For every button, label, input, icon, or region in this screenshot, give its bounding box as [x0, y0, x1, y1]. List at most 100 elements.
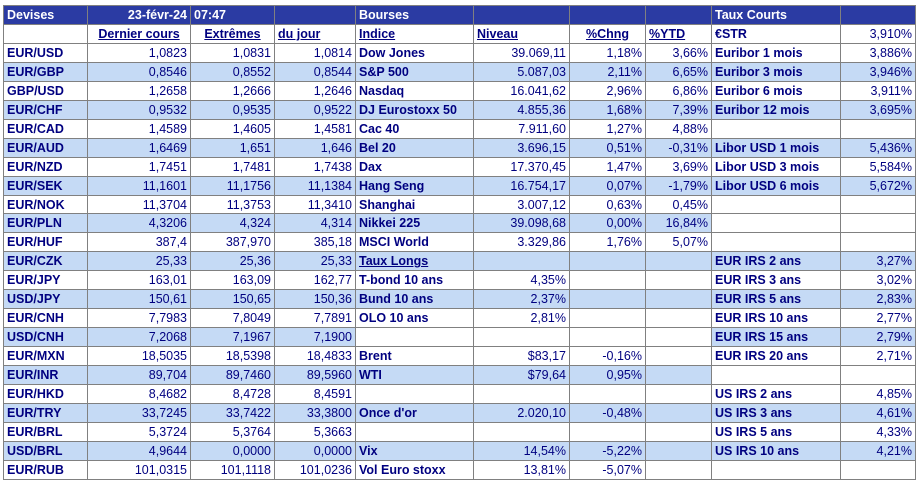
high: 5,3764	[190, 421, 275, 442]
index-ytd: 0,45%	[645, 194, 712, 215]
rate-value: 2,83%	[840, 289, 916, 310]
low: 18,4833	[274, 346, 356, 367]
rate-name: Euribor 1 mois	[711, 42, 841, 63]
pair: EUR/AUD	[3, 137, 88, 158]
index-name: MSCI World	[355, 232, 474, 253]
rate-value	[840, 459, 916, 481]
table-row: EUR/RUB 101,0315 101,1118 101,0236 Vol Euro …	[3, 459, 916, 481]
pair: USD/CNH	[3, 327, 88, 348]
low: 11,3410	[274, 194, 356, 215]
table-row: EUR/CHF 0,9532 0,9535 0,9522 DJ Eurostoxx 50…	[3, 99, 916, 120]
high: 387,970	[190, 232, 275, 253]
rate-name: EUR IRS 20 ans	[711, 346, 841, 367]
index-ytd	[645, 440, 712, 461]
column-header-empty	[3, 23, 88, 44]
low: 25,33	[274, 251, 356, 272]
rate-name	[711, 232, 841, 253]
high: 0,9535	[190, 99, 275, 120]
index-change: 1,27%	[569, 118, 646, 139]
high: 33,7422	[190, 403, 275, 423]
index-level: 7.911,60	[473, 118, 570, 139]
low: 5,3663	[274, 421, 356, 442]
bourses-header: Bourses	[355, 5, 474, 25]
header-empty	[473, 5, 570, 25]
last-price: 25,33	[87, 251, 191, 272]
pair: EUR/TRY	[3, 403, 88, 423]
rate-name: EUR IRS 2 ans	[711, 251, 841, 272]
header-empty	[569, 5, 646, 25]
index-level: 39.098,68	[473, 213, 570, 234]
rate-name	[711, 459, 841, 481]
high: 18,5398	[190, 346, 275, 367]
low: 0,8544	[274, 61, 356, 82]
pair: EUR/HUF	[3, 232, 88, 253]
col-chng: %Chng	[569, 23, 646, 44]
low: 385,18	[274, 232, 356, 253]
high: 89,7460	[190, 365, 275, 386]
last-price: 11,3704	[87, 194, 191, 215]
index-name	[355, 327, 474, 348]
time-cell: 07:47	[190, 5, 275, 25]
index-level: 14,54%	[473, 440, 570, 461]
high: 7,8049	[190, 308, 275, 329]
last-price: 89,704	[87, 365, 191, 386]
index-ytd: 3,66%	[645, 42, 712, 63]
index-level: 3.007,12	[473, 194, 570, 215]
market-rates-table: Devises 23-févr-24 07:47 Bourses Taux Co…	[3, 5, 916, 481]
index-name	[355, 421, 474, 442]
last-price: 4,3206	[87, 213, 191, 234]
index-change: -5,07%	[569, 459, 646, 481]
index-name: Cac 40	[355, 118, 474, 139]
index-ytd	[645, 459, 712, 481]
col-dernier-cours: Dernier cours	[87, 23, 191, 44]
low: 1,2646	[274, 80, 356, 101]
table-row: EUR/SEK 11,1601 11,1756 11,1384 Hang Seng 16.…	[3, 175, 916, 196]
index-ytd	[645, 384, 712, 405]
table-row: EUR/CAD 1,4589 1,4605 1,4581 Cac 40 7.911,60 1…	[3, 118, 916, 139]
low: 1,7438	[274, 156, 356, 177]
pair: EUR/CNH	[3, 308, 88, 329]
index-name: DJ Eurostoxx 50	[355, 99, 474, 120]
rate-value: 3,02%	[840, 270, 916, 291]
rate-value: 3,946%	[840, 61, 916, 82]
rate-value: 4,61%	[840, 403, 916, 423]
rate-value: 4,33%	[840, 421, 916, 442]
last-price: 11,1601	[87, 175, 191, 196]
estr-label: €STR	[711, 23, 841, 44]
low: 150,36	[274, 289, 356, 310]
high: 1,7481	[190, 156, 275, 177]
low: 4,314	[274, 213, 356, 234]
index-change	[569, 327, 646, 348]
date-cell: 23-févr-24	[87, 5, 191, 25]
rate-name: EUR IRS 3 ans	[711, 270, 841, 291]
rate-name: EUR IRS 10 ans	[711, 308, 841, 329]
rate-value: 3,695%	[840, 99, 916, 120]
header-empty	[645, 5, 712, 25]
table-row: EUR/GBP 0,8546 0,8552 0,8544 S&P 500 5.087,03…	[3, 61, 916, 82]
index-name: Dax	[355, 156, 474, 177]
table-row: EUR/TRY 33,7245 33,7422 33,3800 Once d'or 2.0…	[3, 403, 916, 423]
index-level: 5.087,03	[473, 61, 570, 82]
index-name: Nasdaq	[355, 80, 474, 101]
col-du-jour: du jour	[274, 23, 356, 44]
rate-name: US IRS 5 ans	[711, 421, 841, 442]
index-level: 39.069,11	[473, 42, 570, 63]
rate-value: 3,911%	[840, 80, 916, 101]
index-change: 0,95%	[569, 365, 646, 386]
index-change: 0,63%	[569, 194, 646, 215]
table-row: EUR/PLN 4,3206 4,324 4,314 Nikkei 225 39.098,…	[3, 213, 916, 234]
index-level: 13,81%	[473, 459, 570, 481]
high: 163,09	[190, 270, 275, 291]
rate-name	[711, 194, 841, 215]
last-price: 1,4589	[87, 118, 191, 139]
pair: EUR/JPY	[3, 270, 88, 291]
rate-name	[711, 365, 841, 386]
table-row: EUR/HKD 8,4682 8,4728 8,4591 US IRS 2 ans 4,8…	[3, 384, 916, 405]
index-change	[569, 308, 646, 329]
rate-value: 2,79%	[840, 327, 916, 348]
index-ytd	[645, 365, 712, 386]
table-row: EUR/USD 1,0823 1,0831 1,0814 Dow Jones 39.069…	[3, 42, 916, 63]
index-change: 0,51%	[569, 137, 646, 158]
pair: EUR/HKD	[3, 384, 88, 405]
low: 8,4591	[274, 384, 356, 405]
